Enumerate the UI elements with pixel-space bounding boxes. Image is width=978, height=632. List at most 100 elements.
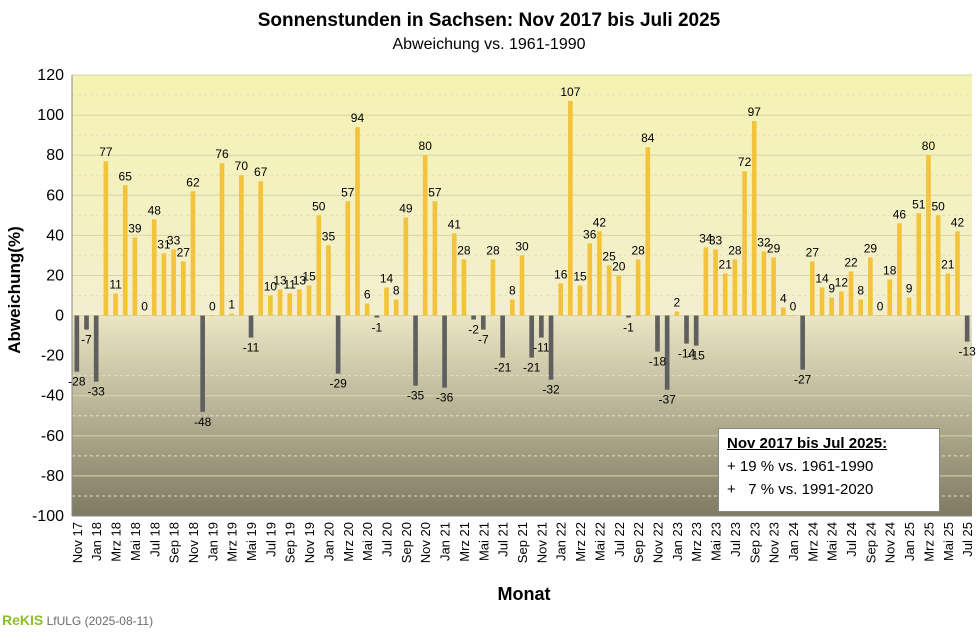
x-tick-label: Mrz 18 xyxy=(109,522,124,562)
bar-value-label: 27 xyxy=(177,245,191,259)
bar xyxy=(606,265,612,316)
bar-value-label: -14 xyxy=(678,347,696,361)
x-tick-label: Nov 18 xyxy=(186,522,201,563)
bar-value-label: 51 xyxy=(912,197,926,211)
bar-value-label: -11 xyxy=(243,341,260,355)
bar xyxy=(142,315,147,317)
bar xyxy=(693,315,699,346)
summary-heading: Nov 2017 bis Jul 2025: xyxy=(727,435,888,452)
bar xyxy=(597,231,602,316)
bar xyxy=(771,257,776,316)
x-tick-label: Sep 22 xyxy=(631,522,646,563)
bar-value-label: 27 xyxy=(806,245,820,259)
bar-value-label: -11 xyxy=(533,341,550,355)
bar-value-label: 57 xyxy=(341,185,355,199)
summary-line-1: + 19 % vs. 1961-1990 xyxy=(727,458,874,475)
bar xyxy=(248,315,254,338)
bar-value-label: 11 xyxy=(109,277,122,291)
y-tick-label: 40 xyxy=(46,227,64,244)
x-tick-label: Jul 19 xyxy=(263,522,278,557)
bar-value-label: -36 xyxy=(436,391,454,405)
bar-value-label: 76 xyxy=(215,147,229,161)
bar-value-label: 25 xyxy=(602,249,616,263)
bar-value-label: 8 xyxy=(393,284,400,298)
bars xyxy=(74,101,970,412)
bar xyxy=(461,259,467,316)
bar xyxy=(258,181,264,316)
bar-value-label: 28 xyxy=(486,243,500,257)
bar-value-label: 9 xyxy=(906,282,913,296)
bar xyxy=(684,315,689,344)
bar xyxy=(364,303,370,316)
x-tick-label: Nov 21 xyxy=(534,522,549,563)
bar-value-label: -28 xyxy=(68,375,86,389)
bar-value-label: 0 xyxy=(877,300,884,314)
bar xyxy=(151,219,157,316)
bar-value-label: 32 xyxy=(757,235,771,249)
bar-value-label: 11 xyxy=(284,277,297,291)
y-tick-label: 100 xyxy=(37,107,64,124)
bar xyxy=(761,251,767,316)
bar-value-label: 10 xyxy=(264,280,278,294)
bar-value-label: 39 xyxy=(128,221,142,235)
bar-value-label: 42 xyxy=(593,215,607,229)
x-tick-label: Jan 23 xyxy=(670,522,685,561)
x-tick-label: Jul 18 xyxy=(147,522,162,557)
x-tick-label: Mrz 21 xyxy=(457,522,472,562)
bar-value-label: 50 xyxy=(931,199,945,213)
bar-value-label: 34 xyxy=(699,231,713,245)
bar-value-label: 48 xyxy=(148,203,162,217)
bar-value-label: 8 xyxy=(509,284,516,298)
bar xyxy=(287,293,293,316)
x-tick-label: Mai 18 xyxy=(128,522,143,561)
bar xyxy=(306,285,312,316)
bar xyxy=(229,313,234,316)
bar-value-label: 49 xyxy=(399,201,413,215)
bar-value-label: -21 xyxy=(494,361,512,375)
bar-value-label: -1 xyxy=(372,321,383,335)
bar-value-label: 77 xyxy=(99,145,113,159)
y-tick-label: 20 xyxy=(46,267,64,284)
bar xyxy=(548,315,554,380)
bar-value-label: 72 xyxy=(738,155,752,169)
bar-value-label: 80 xyxy=(419,139,433,153)
bar-value-label: -13 xyxy=(958,345,976,359)
bar-value-label: 31 xyxy=(157,237,171,251)
bar xyxy=(703,247,709,316)
bar-value-label: 94 xyxy=(351,111,365,125)
bar xyxy=(587,243,593,316)
x-tick-label: Mai 21 xyxy=(476,522,491,561)
bar-value-label: 0 xyxy=(209,300,216,314)
bar-value-label: 67 xyxy=(254,165,268,179)
bar-value-label: 42 xyxy=(951,215,965,229)
bar xyxy=(935,215,941,316)
bar xyxy=(877,315,883,317)
x-tick-label: Mai 20 xyxy=(360,522,375,561)
x-tick-label: Jan 21 xyxy=(438,522,453,561)
x-tick-label: Jul 22 xyxy=(612,522,627,557)
x-tick-label: Jul 23 xyxy=(728,522,743,557)
bar-value-label: -7 xyxy=(478,333,489,347)
y-tick-label: -100 xyxy=(32,508,64,525)
bar xyxy=(742,171,747,316)
chart-title: Sonnenstunden in Sachsen: Nov 2017 bis J… xyxy=(257,10,721,31)
x-tick-label: Sep 18 xyxy=(167,522,182,563)
bar xyxy=(810,261,815,316)
bar xyxy=(839,291,844,316)
bar-value-label: 57 xyxy=(428,185,442,199)
bar-value-label: 46 xyxy=(893,207,907,221)
bar-value-label: -1 xyxy=(623,321,634,335)
bar-value-label: 28 xyxy=(728,243,742,257)
bar-value-label: 29 xyxy=(864,241,878,255)
bar-value-label: 80 xyxy=(922,139,936,153)
bar xyxy=(674,311,680,316)
bar-value-label: 9 xyxy=(828,282,835,296)
bar xyxy=(180,261,186,316)
rekis-logo: ReKIS xyxy=(2,612,44,628)
bar xyxy=(113,293,118,316)
x-tick-label: Mai 24 xyxy=(825,522,840,561)
bar xyxy=(964,315,970,342)
bar-value-label: 36 xyxy=(583,227,597,241)
x-tick-label: Mai 19 xyxy=(244,522,259,561)
bar-value-label: 20 xyxy=(612,259,626,273)
